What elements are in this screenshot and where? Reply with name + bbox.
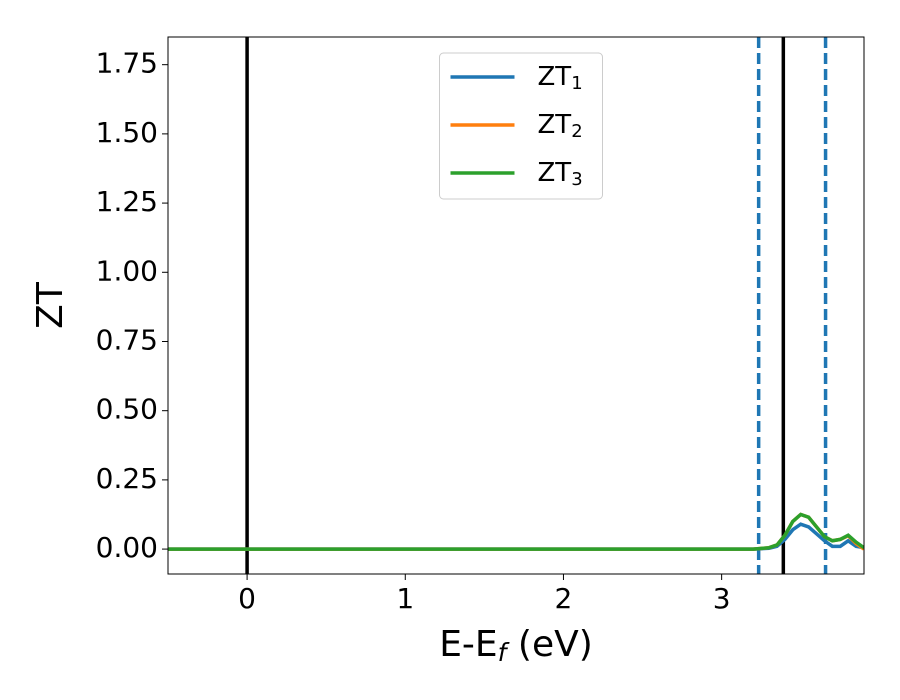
series-line [168,512,864,551]
x-tick-label: 2 [555,582,573,615]
plot-frame [167,36,865,575]
y-tick-label: 0.75 [96,323,158,356]
x-tick-label: 3 [713,582,731,615]
y-tick-label: 1.50 [96,116,158,149]
legend-box [439,52,603,200]
y-tick-label: 1.00 [96,254,158,287]
y-tick-label: 0.00 [96,531,158,564]
legend-label: ZT1 [538,62,583,95]
x-tick-label: 1 [396,582,414,615]
y-tick-label: 1.75 [96,47,158,80]
y-axis-label: ZT [30,281,71,329]
x-tick-label: 0 [238,582,256,615]
y-tick-label: 0.25 [96,462,158,495]
y-tick-label: 1.25 [96,185,158,218]
y-tick-label: 0.50 [96,393,158,426]
legend-label: ZT3 [538,158,583,191]
legend-label: ZT2 [538,110,583,143]
x-axis-label: E-Ef (eV) [439,624,593,667]
